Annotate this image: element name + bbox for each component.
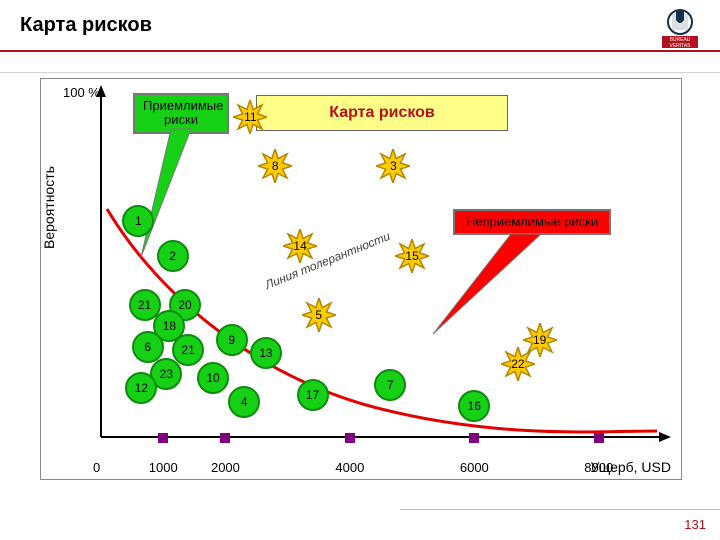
risk-node-circle: 9 — [216, 324, 248, 356]
risk-node-star: 8 — [258, 149, 292, 183]
risk-node-circle: 2 — [157, 240, 189, 272]
risk-node-circle: 13 — [250, 337, 282, 369]
header: Карта рисков BUREAU VERITAS — [0, 0, 720, 50]
x-tick-marker — [469, 433, 479, 443]
risk-node-star: 14 — [283, 229, 317, 263]
risk-node-circle: 12 — [125, 372, 157, 404]
x-tick-label: 2000 — [211, 460, 240, 475]
svg-text:VERITAS: VERITAS — [669, 43, 691, 49]
x-tick-marker — [345, 433, 355, 443]
hairline — [0, 72, 720, 73]
brand-logo: BUREAU VERITAS — [658, 6, 702, 50]
x-tick-label: 6000 — [460, 460, 489, 475]
risk-node-star: 15 — [395, 239, 429, 273]
footer-hairline — [400, 509, 720, 510]
risk-node-star: 22 — [501, 347, 535, 381]
risk-node-star: 11 — [233, 100, 267, 134]
risk-node-circle: 4 — [228, 386, 260, 418]
x-tick-label: 4000 — [335, 460, 364, 475]
risk-node-circle: 6 — [132, 331, 164, 363]
risk-map-chart: Вероятность 100 % Ущерб, USD 0 Карта рис… — [40, 78, 682, 480]
x-tick-label: 1000 — [149, 460, 178, 475]
plot-area: 122120186219231210134177161183141551922 — [101, 89, 661, 437]
risk-node-circle: 7 — [374, 369, 406, 401]
risk-node-circle: 10 — [197, 362, 229, 394]
x-tick-label: 8000 — [584, 460, 613, 475]
header-underline — [0, 50, 720, 52]
risk-node-circle: 17 — [297, 379, 329, 411]
risk-node-star: 5 — [302, 298, 336, 332]
risk-node-circle: 21 — [172, 334, 204, 366]
risk-node-circle: 16 — [458, 390, 490, 422]
page-title: Карта рисков — [20, 14, 152, 37]
x-tick-marker — [220, 433, 230, 443]
page-number: 131 — [684, 517, 706, 532]
x-tick-marker — [594, 433, 604, 443]
risk-node-circle: 1 — [122, 205, 154, 237]
risk-node-star: 3 — [376, 149, 410, 183]
x-tick-marker — [158, 433, 168, 443]
